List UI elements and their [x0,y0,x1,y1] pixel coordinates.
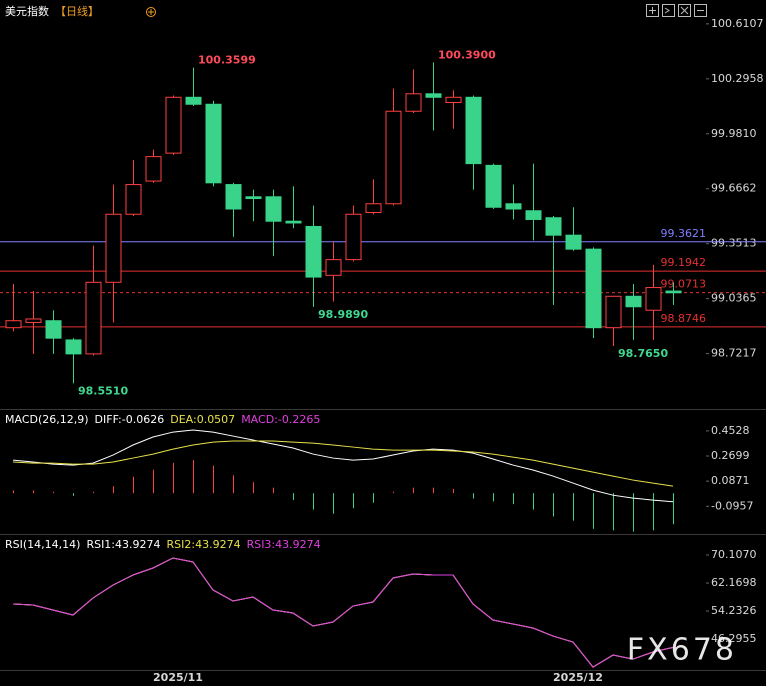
candle-body [485,164,502,208]
tool-button[interactable] [678,4,691,17]
candle-body [165,96,182,154]
indicator-line [12,429,674,503]
tool-icon [649,6,704,15]
y-tick-label: 0.2699 [711,449,750,462]
y-tick-label: 100.2958 [711,72,764,85]
level-label: 99.1942 [661,256,707,269]
candle-body [5,320,22,329]
low-label: 98.5510 [78,384,128,397]
y-tick-label: 98.7217 [711,347,757,360]
candle-body [65,339,82,355]
candle-body [45,320,62,339]
y-tick-label: 0.0871 [711,474,750,487]
low-label: 98.7650 [618,347,668,360]
x-tick-label: 2025/12 [553,671,603,684]
candle-body [345,213,362,261]
header-item: 美元指数 [5,4,49,18]
level-label: 99.3621 [661,227,707,240]
candle-body [305,225,322,278]
y-tick-label: 70.1070 [711,548,757,561]
candle-body [665,290,682,294]
header-item: DEA:0.0507 [170,413,235,426]
tool-button[interactable] [662,4,675,17]
candle-body [605,295,622,329]
candle-body [85,281,102,355]
candle-body [205,103,222,184]
candle-body [385,110,402,205]
high-label: 100.3599 [198,54,256,67]
candle-body [625,295,642,308]
header-item: 【日线】 [55,4,99,18]
header-item: DIFF:-0.0626 [95,413,165,426]
header-item: RSI(14,14,14) [5,538,80,551]
y-tick-label: 99.9810 [711,127,757,140]
candle-body [445,96,462,104]
candle-body [25,318,42,323]
panel-header: MACD(26,12,9) DIFF:-0.0626 DEA:0.0507 MACD:… [5,413,320,426]
header-item: RSI3:43.9274 [247,538,321,551]
low-label: 98.9890 [318,308,368,321]
y-tick-label: -0.0957 [711,499,753,512]
y-tick-label: 46.2955 [711,632,757,645]
candle-body [545,217,562,236]
candle-body [465,96,482,165]
y-tick-label: 99.6662 [711,182,757,195]
candle-body [145,156,162,182]
y-tick-label: 62.1698 [711,576,757,589]
level-label: 99.0713 [661,278,707,291]
header-item: MACD(26,12,9) [5,413,89,426]
high-label: 100.3900 [438,48,496,61]
header-icon [148,9,154,15]
candle-body [325,259,342,276]
header-item: RSI1:43.9274 [86,538,160,551]
candle-body [105,213,122,283]
candle-body [185,96,202,105]
indicator-line [12,557,674,668]
candle-body [125,184,142,215]
y-tick-label: 0.4528 [711,424,750,437]
y-tick-label: 99.0365 [711,292,757,305]
candle-body [505,203,522,210]
candle-body [525,210,542,220]
indicator-line [12,440,674,487]
tool-button[interactable] [694,4,707,17]
panel-header: 美元指数 【日线】 [5,4,99,18]
candle-body [565,234,582,250]
candle-body [585,248,602,329]
candle-body [645,287,662,311]
toolbar[interactable] [646,4,707,17]
header-item: RSI2:43.9274 [167,538,241,551]
x-tick-label: 2025/11 [153,671,203,684]
y-tick-label: 99.3513 [711,237,757,250]
candle-body [425,93,442,98]
candle-body [265,196,282,222]
tool-button[interactable] [646,4,659,17]
y-tick-label: 54.2326 [711,604,757,617]
candle-body [365,203,382,213]
candle-body [225,184,242,210]
y-tick-label: 100.6107 [711,17,764,30]
level-label: 98.8746 [661,312,707,325]
header-item: MACD:-0.2265 [241,413,320,426]
candle-body [285,220,302,224]
panel-header: RSI(14,14,14) RSI1:43.9274 RSI2:43.9274 RSI… [5,538,321,551]
header-icon [146,7,156,17]
candle-body [245,196,262,200]
candle-body [405,93,422,112]
watermark: FX678 [627,633,737,668]
